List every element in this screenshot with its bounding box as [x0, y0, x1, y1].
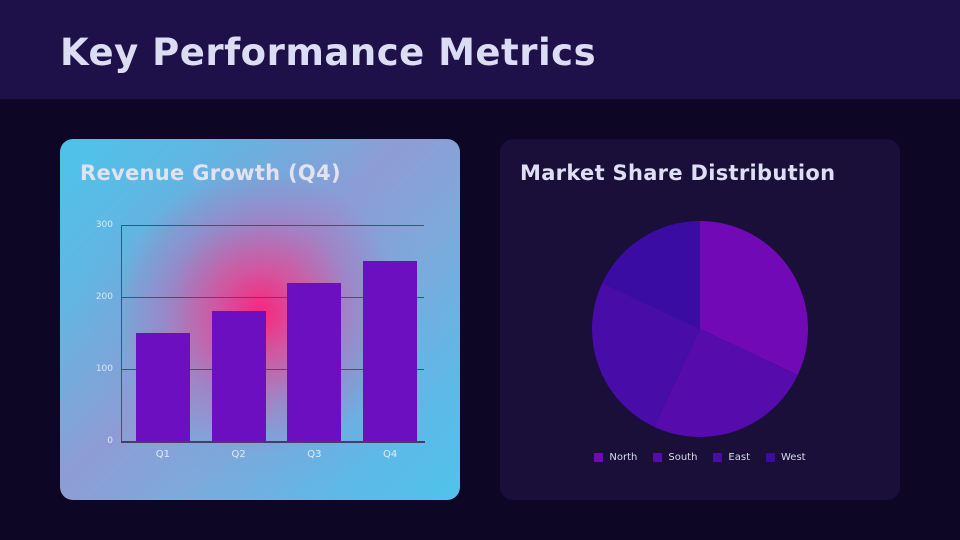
- pie-legend-swatch-icon: [713, 453, 723, 462]
- pie-legend-item[interactable]: South: [653, 452, 697, 463]
- pie-legend-swatch-icon: [594, 453, 604, 462]
- bar-chart-bar: [211, 311, 266, 441]
- bar-chart-x-tick-label: Q3: [307, 449, 322, 460]
- bar-chart-x-tick-label: Q2: [231, 449, 246, 460]
- revenue-growth-card-title: Revenue Growth (Q4): [80, 161, 341, 185]
- pie-legend-label: South: [668, 452, 698, 463]
- bar-chart-y-tick-label: 0: [107, 436, 113, 446]
- bar-chart-gridline: [121, 369, 424, 370]
- revenue-growth-card: Revenue Growth (Q4) 0 100 200 300 Q1 Q2 Q3 Q4: [60, 139, 460, 500]
- pie-legend-item[interactable]: North: [594, 452, 637, 463]
- bar-chart-x-tick-label: Q4: [383, 449, 398, 460]
- pie-legend-swatch-icon: [766, 453, 775, 462]
- pie-legend-label: North: [609, 452, 638, 463]
- bar-chart-y-axis: [121, 225, 122, 442]
- bar-chart-y-tick-label: 200: [95, 292, 113, 302]
- pie-slice: [592, 283, 700, 427]
- bar-chart-y-tick-label: 300: [95, 220, 113, 230]
- bar-chart-y-tick-label: 100: [95, 364, 113, 374]
- pie-legend-item[interactable]: West: [766, 452, 806, 463]
- market-share-card: Market Share Distribution North South East…: [500, 139, 900, 500]
- pie-chart-legend: North South East West: [500, 452, 900, 463]
- pie-slice: [700, 221, 808, 375]
- pie-chart-svg: [592, 221, 808, 437]
- pie-slice: [602, 221, 700, 329]
- pie-legend-label: West: [781, 452, 806, 463]
- bar-chart-gridline: [121, 297, 424, 298]
- pie-legend-item[interactable]: East: [713, 452, 750, 463]
- bar-chart-bar: [287, 282, 342, 441]
- pie-legend-label: East: [728, 452, 750, 463]
- pie-slice: [654, 329, 798, 437]
- bar-chart-x-tick-label: Q1: [155, 449, 170, 460]
- bar-chart-x-axis: [121, 441, 425, 443]
- bar-chart-plot-area: 0 100 200 300 Q1 Q2 Q3 Q4: [96, 220, 425, 460]
- header-band: [0, 0, 960, 99]
- pie-legend-swatch-icon: [653, 453, 663, 462]
- page-title: Key Performance Metrics: [60, 31, 597, 74]
- bar-chart-bar: [363, 261, 418, 441]
- pie-chart-plot-area: [592, 221, 808, 437]
- bar-chart-gridline: [121, 225, 424, 226]
- market-share-card-title: Market Share Distribution: [520, 161, 836, 185]
- bar-chart-bar: [135, 333, 190, 441]
